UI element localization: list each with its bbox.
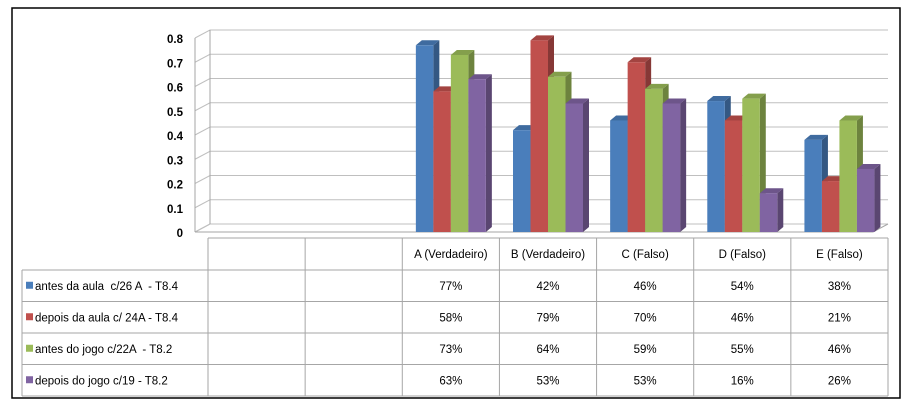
bar-front [839,120,857,232]
bar-side [874,163,881,232]
bar-top [856,163,881,169]
bar [856,163,881,232]
bar-front [627,62,646,232]
bar-front [759,193,778,232]
data-table-value: 46% [828,344,851,356]
bar-top [530,35,554,41]
y-tick-label: 0 [177,228,183,240]
bar [759,188,784,232]
bar-front [530,40,548,232]
legend-swatch [26,376,33,384]
data-table-value: 77% [439,281,462,293]
x-tick-label: D (Falso) [719,249,766,261]
bar-front [821,181,840,232]
bar-front [450,54,469,232]
y-tick-label: 0.1 [167,204,184,216]
bar [565,98,589,232]
bar-top [742,93,766,99]
bar-front [513,130,531,232]
data-table-value: 42% [536,281,559,293]
bar [662,98,687,232]
bar-top [804,134,828,140]
bar-front [645,88,663,232]
data-table-value: 46% [731,312,754,324]
data-table-value: 21% [828,312,851,324]
data-table-value: 64% [536,344,559,356]
data-table-value: 38% [828,281,851,293]
legend-swatch [26,281,33,289]
y-tick-label: 0.4 [167,131,184,143]
bar-front [662,103,681,232]
y-tick-label: 0.3 [167,155,183,167]
data-table-value: 58% [439,312,462,324]
bar-top [565,98,589,104]
bar-front [415,45,434,233]
y-axis [194,223,211,233]
legend-swatch [26,313,33,321]
data-table-value: 16% [731,375,754,387]
bar-front [468,79,486,232]
bar-top [415,40,440,46]
y-tick-label: 0.8 [167,34,184,46]
data-table-value: 59% [634,344,657,356]
data-table-value: 53% [634,375,657,387]
bar-side [583,98,589,232]
bar-front [433,91,451,232]
data-table-value: 70% [634,312,657,324]
bar-top [662,98,687,104]
data-table-value: 63% [439,375,462,387]
bar-front [548,76,566,232]
bar-top [450,49,475,55]
legend-swatch [26,344,33,352]
data-table-value: 53% [536,375,559,387]
x-tick-label: B (Verdadeiro) [511,249,585,261]
legend-label: antes da aula c/26 A - T8.4 [35,281,179,293]
y-tick-label: 0.7 [167,58,183,70]
legend-label: depois da aula c/ 24A - T8.4 [35,312,179,324]
bar-side [680,98,687,232]
bar-top [468,74,492,80]
bar-side [777,188,784,232]
data-table-value: 79% [536,312,559,324]
bar-front [610,120,628,232]
x-tick-label: C (Falso) [622,249,669,261]
bar-top [627,57,652,63]
bar-top [759,188,784,194]
bar-side [485,74,492,232]
x-tick-label: A (Verdadeiro) [414,249,488,261]
bar-front [856,168,875,232]
bar-top [839,115,863,121]
y-tick-label: 0.6 [167,83,183,95]
bar-top [548,71,572,77]
x-tick-label: E (Falso) [816,249,863,261]
y-tick-label: 0.5 [167,107,184,119]
data-table-value: 55% [731,344,754,356]
bar-front [724,120,743,232]
data-table-value: 73% [439,344,462,356]
legend-label: depois do jogo c/19 - T8.2 [35,375,168,387]
bar-top [645,83,669,89]
data-table-value: 46% [634,281,657,293]
data-table-value: 26% [828,375,851,387]
bar-front [707,101,725,232]
legend-label: antes do jogo c/22A - T8.2 [35,344,172,356]
data-table-value: 54% [731,281,754,293]
bar-front [804,139,822,232]
y-tick-label: 0.2 [167,180,183,192]
bar-front [565,103,583,232]
bar [468,74,492,232]
bar-front [742,98,760,232]
bar-top [707,96,731,102]
